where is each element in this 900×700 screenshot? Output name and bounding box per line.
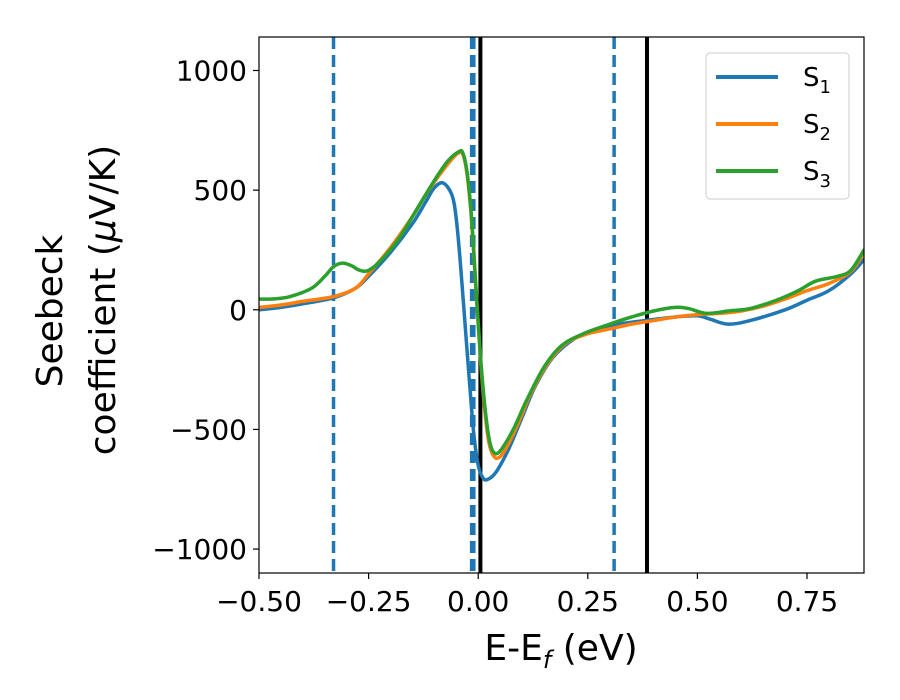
x-tick-label: 0.75 bbox=[776, 585, 838, 618]
x-tick-label: 0.00 bbox=[447, 585, 509, 618]
x-axis-title: E-Ef (eV) bbox=[484, 628, 637, 674]
x-tick-label: −0.50 bbox=[216, 585, 302, 618]
legend: S1 S2 S3 bbox=[705, 52, 850, 200]
legend-label-s1: S1 bbox=[803, 63, 831, 98]
legend-label-s3: S3 bbox=[803, 157, 831, 192]
y-tick-label: 0 bbox=[229, 294, 247, 327]
y-tick-label: −1000 bbox=[152, 533, 247, 566]
y-axis-title-line1: Seebeck bbox=[30, 234, 71, 387]
legend-label-s2: S2 bbox=[803, 110, 831, 145]
y-axis-title-line2: coefficient (μV/K) bbox=[83, 145, 124, 455]
x-axis-title-unit: (eV) bbox=[551, 628, 637, 669]
y-tick-label: −500 bbox=[170, 413, 247, 446]
x-tick-label: 0.25 bbox=[557, 585, 619, 618]
y-tick-label: 500 bbox=[194, 174, 247, 207]
series-line-s1 bbox=[259, 180, 864, 482]
series-line-s3 bbox=[259, 148, 864, 456]
y-tick-label: 1000 bbox=[176, 55, 247, 88]
plot-frame bbox=[258, 36, 865, 574]
x-tick-label: 0.50 bbox=[666, 585, 728, 618]
y-axis-title-mu: μ bbox=[83, 219, 124, 243]
x-tick-label: −0.25 bbox=[326, 585, 412, 618]
